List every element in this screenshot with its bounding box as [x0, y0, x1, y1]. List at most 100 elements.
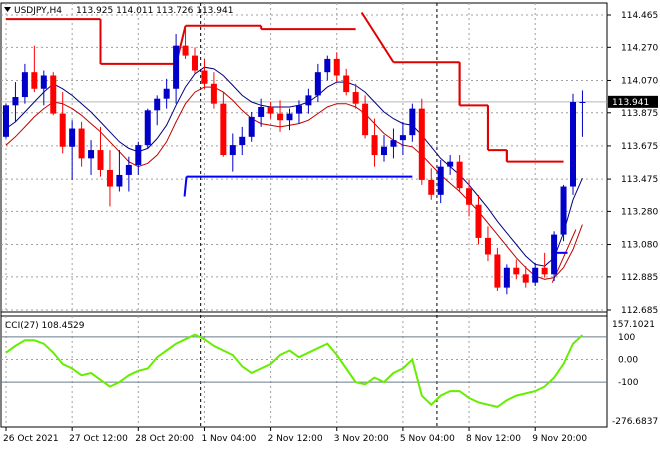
price-tick-label: 112.685 [621, 306, 658, 316]
price-tick-label: 112.885 [621, 273, 658, 283]
cci-level-label: -100 [618, 378, 639, 388]
candle-body [116, 174, 123, 187]
candle-body [229, 145, 236, 156]
candle-body [144, 110, 151, 146]
candle [428, 168, 435, 200]
candle [154, 95, 161, 126]
candle-body [88, 150, 95, 159]
price-tick-label: 113.080 [621, 241, 658, 251]
grid [1, 3, 607, 427]
candle-body [456, 161, 463, 189]
candle-body [579, 102, 586, 104]
candle [343, 68, 350, 96]
support-rise [183, 176, 188, 197]
candle [314, 63, 321, 103]
candle-body [522, 274, 529, 283]
candle-body [466, 188, 473, 205]
candle-body [532, 267, 539, 283]
candle-body [352, 92, 359, 104]
candle-body [12, 97, 19, 106]
candle [182, 29, 189, 59]
candle-body [484, 237, 491, 255]
candle-body [106, 169, 113, 187]
candle-body [3, 105, 9, 137]
ohlc-label: 113.925 114.011 113.726 113.941 [76, 6, 233, 16]
candle-body [305, 95, 312, 106]
candle-body [125, 164, 132, 175]
candle-body [220, 103, 227, 156]
candle-body [295, 105, 302, 114]
candle [371, 118, 378, 167]
candle-body [428, 179, 435, 195]
candle [116, 150, 123, 192]
time-tick-label: 1 Nov 04:00 [201, 434, 256, 444]
candle-body [343, 75, 350, 93]
candle-body [135, 145, 142, 165]
candle-body [69, 128, 76, 147]
current-price-label: 113.941 [612, 98, 649, 108]
candle [59, 92, 66, 154]
candle [88, 140, 95, 175]
candle-body [560, 186, 567, 235]
candle [475, 194, 482, 245]
cci-label: CCI(27) 108.4529 [5, 321, 85, 331]
candle-body [239, 136, 246, 146]
candle [352, 83, 359, 109]
candle [248, 111, 255, 142]
candle [551, 231, 558, 281]
candle [409, 103, 416, 142]
candle [295, 100, 302, 124]
candle-body [258, 106, 265, 117]
candle-body [494, 254, 501, 288]
cci-scale-min: -276.6837 [612, 417, 658, 427]
candle-body [210, 83, 217, 104]
candle-body [78, 128, 85, 159]
candle [362, 95, 369, 139]
time-tick-label: 3 Nov 20:00 [334, 434, 389, 444]
cci-level-label: 100 [618, 333, 635, 343]
candle-body [447, 161, 454, 167]
candle [286, 108, 293, 131]
candle [258, 98, 265, 127]
candle [560, 184, 567, 242]
price-tick-label: 114.070 [621, 76, 658, 86]
price-tick-label: 113.675 [621, 142, 658, 152]
candle-body [192, 55, 198, 71]
candle-body [399, 135, 406, 141]
candle [522, 266, 529, 288]
cci-scale-max: 157.1021 [612, 320, 655, 330]
candle-body [173, 45, 180, 89]
header: USDJPY,H4 113.925 114.011 113.726 113.94… [4, 6, 233, 331]
collapse-triangle-icon[interactable] [4, 7, 11, 12]
candle [277, 100, 284, 132]
candle-body [201, 70, 208, 84]
candle [267, 102, 274, 119]
candle-body [21, 72, 28, 98]
time-tick-label: 26 Oct 2021 [3, 434, 59, 444]
price-tick-label: 113.280 [621, 207, 658, 217]
candle [324, 55, 331, 81]
candle [78, 121, 85, 167]
candle [192, 47, 198, 74]
candle [239, 126, 246, 156]
candle [50, 72, 57, 116]
time-axis: 26 Oct 2021 27 Oct 12:00 28 Oct 20:00 1 Nov… [3, 427, 587, 444]
cci-level-label: 0.00 [618, 355, 638, 365]
candle-body [31, 72, 38, 89]
candle-body [390, 140, 397, 147]
candle [40, 70, 47, 106]
candle-body [503, 267, 510, 288]
candle [173, 34, 180, 104]
candle [484, 226, 491, 262]
candle [201, 58, 208, 89]
moving-average-navy [5, 66, 583, 267]
candle [163, 78, 170, 109]
cci-pane [1, 333, 607, 408]
candle [220, 92, 227, 157]
symbol-label: USDJPY,H4 [14, 6, 62, 16]
cci-line [5, 333, 584, 408]
price-tick-label: 113.875 [621, 109, 658, 119]
candle-body [50, 75, 57, 114]
